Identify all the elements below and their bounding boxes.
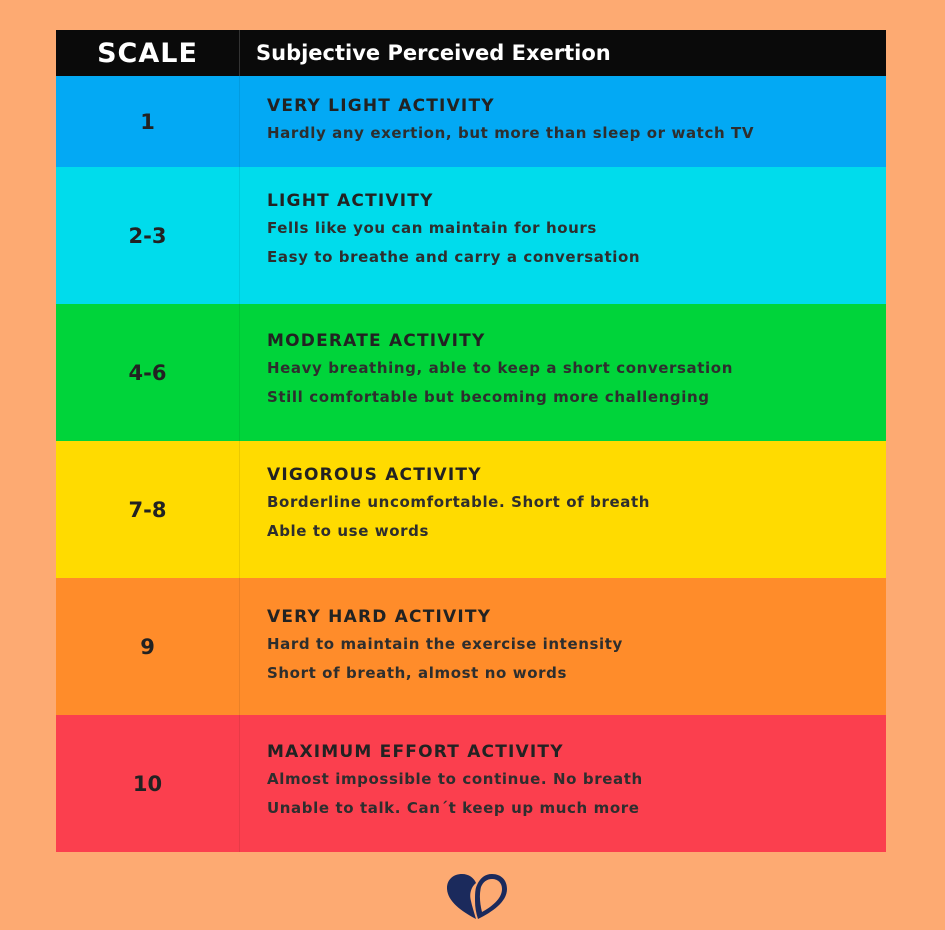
scale-row-4-6: 4-6 MODERATE ACTIVITY Heavy breathing, a…: [56, 304, 886, 441]
activity-title: VERY HARD ACTIVITY: [267, 607, 492, 627]
activity-description-line: Borderline uncomfortable. Short of breat…: [267, 493, 650, 511]
activity-title: VERY LIGHT ACTIVITY: [267, 96, 495, 116]
header-scale-label: SCALE: [56, 30, 240, 76]
scale-description: VIGOROUS ACTIVITY Borderline uncomfortab…: [240, 441, 886, 578]
scale-value: 9: [56, 578, 240, 715]
scale-description: VERY HARD ACTIVITY Hard to maintain the …: [240, 578, 886, 715]
scale-description: LIGHT ACTIVITY Fells like you can mainta…: [240, 167, 886, 304]
scale-row-9: 9 VERY HARD ACTIVITY Hard to maintain th…: [56, 578, 886, 715]
activity-title: MAXIMUM EFFORT ACTIVITY: [267, 742, 564, 762]
activity-description-line: Short of breath, almost no words: [267, 664, 567, 682]
activity-description-line: Hard to maintain the exercise intensity: [267, 635, 623, 653]
scale-row-1: 1 VERY LIGHT ACTIVITY Hardly any exertio…: [56, 76, 886, 167]
activity-description-line: Fells like you can maintain for hours: [267, 219, 597, 237]
scale-value: 4-6: [56, 304, 240, 441]
activity-description-line: Easy to breathe and carry a conversation: [267, 248, 641, 266]
activity-title: LIGHT ACTIVITY: [267, 191, 434, 211]
scale-row-10: 10 MAXIMUM EFFORT ACTIVITY Almost imposs…: [56, 715, 886, 852]
activity-title: VIGOROUS ACTIVITY: [267, 465, 482, 485]
scale-value: 10: [56, 715, 240, 852]
scale-description: MODERATE ACTIVITY Heavy breathing, able …: [240, 304, 886, 441]
activity-description-line: Almost impossible to continue. No breath: [267, 770, 643, 788]
heart-logo-icon: [445, 873, 509, 921]
activity-description-line: Hardly any exertion, but more than sleep…: [267, 124, 755, 142]
scale-value: 2-3: [56, 167, 240, 304]
scale-value: 7-8: [56, 441, 240, 578]
activity-description-line: Unable to talk. Can´t keep up much more: [267, 799, 640, 817]
scale-description: MAXIMUM EFFORT ACTIVITY Almost impossibl…: [240, 715, 886, 852]
activity-description-line: Still comfortable but becoming more chal…: [267, 388, 710, 406]
activity-title: MODERATE ACTIVITY: [267, 331, 486, 351]
header-title: Subjective Perceived Exertion: [256, 41, 611, 65]
exertion-scale-table: SCALE Subjective Perceived Exertion 1 VE…: [56, 30, 886, 852]
activity-description-line: Heavy breathing, able to keep a short co…: [267, 359, 733, 377]
table-header: SCALE Subjective Perceived Exertion: [56, 30, 886, 76]
scale-row-7-8: 7-8 VIGOROUS ACTIVITY Borderline uncomfo…: [56, 441, 886, 578]
scale-value: 1: [56, 76, 240, 167]
activity-description-line: Able to use words: [267, 522, 430, 540]
scale-row-2-3: 2-3 LIGHT ACTIVITY Fells like you can ma…: [56, 167, 886, 304]
scale-description: VERY LIGHT ACTIVITY Hardly any exertion,…: [240, 76, 886, 167]
